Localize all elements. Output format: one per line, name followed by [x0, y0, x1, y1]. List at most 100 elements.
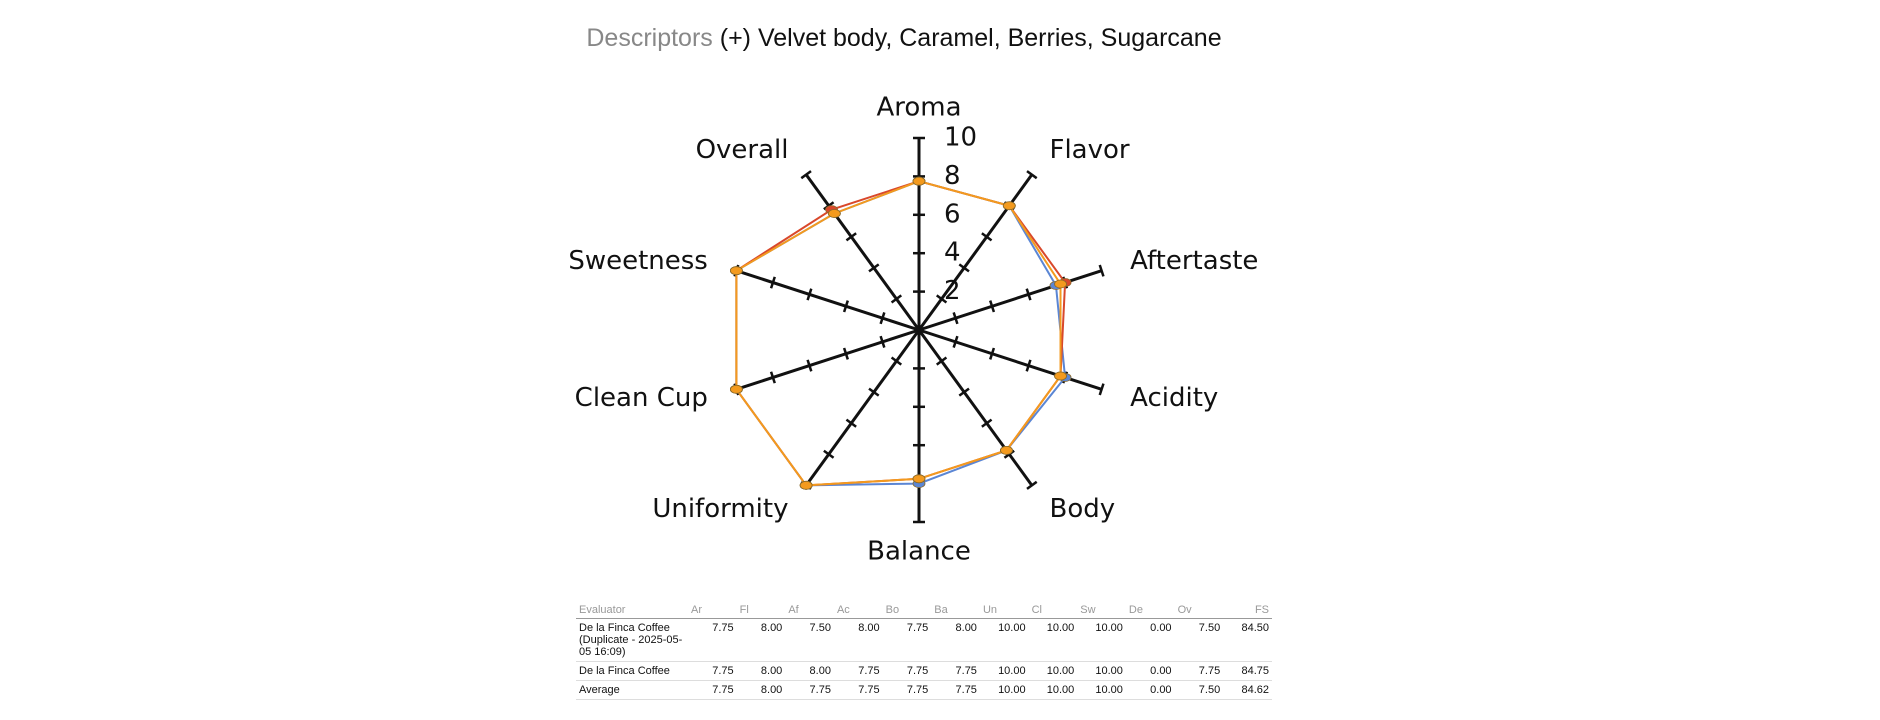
- axis-line: [804, 173, 921, 331]
- column-header: Un: [979, 602, 1029, 619]
- r-tick-label: 6: [944, 199, 961, 229]
- score-cell: 0.00: [1125, 618, 1175, 662]
- score-cell: 0.00: [1125, 661, 1175, 681]
- axis-line: [918, 328, 1103, 391]
- tick-mark: [806, 288, 813, 301]
- tick-mark: [1026, 170, 1038, 180]
- axis-line: [917, 329, 1034, 487]
- axis-label: Aftertaste: [1130, 246, 1258, 276]
- descriptors-text: (+) Velvet body, Caramel, Berries, Sugar…: [719, 24, 1222, 52]
- tick-mark: [1025, 288, 1032, 301]
- data-point: [1002, 201, 1016, 211]
- evaluator-cell: De la Finca Coffee: [576, 661, 688, 681]
- table-row: Average 7.75 8.00 7.75 7.75 7.75 7.75 10.00 10.0…: [576, 680, 1272, 700]
- score-cell: 7.75: [833, 680, 883, 700]
- tick-mark: [988, 347, 996, 360]
- axis-label: Uniformity: [652, 494, 788, 524]
- score-table: Evaluator Ar Fl Af Ac Bo Ba Un Cl Sw De Ov FS De la …: [576, 602, 1272, 700]
- score-cell: 10.00: [979, 680, 1029, 700]
- tick-mark: [800, 170, 812, 180]
- data-point: [1000, 445, 1013, 455]
- score-cell: 10.00: [1077, 661, 1126, 681]
- score-cell: 8.00: [736, 680, 786, 700]
- radar-chart: Aroma Flavor Aftertaste Acidity Body Balance U…: [568, 93, 1258, 567]
- axis-line: [735, 269, 920, 332]
- column-header: Ac: [833, 602, 883, 619]
- axis-line: [917, 173, 1034, 331]
- axis-label: Acidity: [1130, 383, 1218, 413]
- column-header: Ba: [931, 602, 980, 619]
- axis-label: Sweetness: [568, 246, 708, 276]
- score-cell: 0.00: [1125, 680, 1175, 700]
- data-point: [1054, 371, 1067, 381]
- score-cell: 10.00: [979, 618, 1029, 662]
- score-cell: 7.50: [785, 618, 834, 662]
- axis-label: Clean Cup: [575, 383, 708, 413]
- data-point: [729, 266, 743, 276]
- score-cell: 84.62: [1223, 680, 1272, 700]
- column-header: De: [1125, 602, 1175, 619]
- score-cell: 8.00: [833, 618, 883, 662]
- score-cell: 8.00: [736, 618, 786, 662]
- tick-mark: [952, 312, 959, 325]
- column-header: FS: [1223, 602, 1272, 619]
- tick-mark: [769, 276, 776, 289]
- column-header: Ar: [688, 602, 737, 619]
- tick-mark: [981, 418, 993, 428]
- tick-mark: [1098, 264, 1105, 277]
- score-cell: 8.00: [785, 661, 834, 681]
- column-header: Evaluator: [576, 602, 688, 619]
- score-cell: 7.75: [882, 680, 932, 700]
- score-cell: 7.75: [688, 680, 737, 700]
- descriptors: Descriptors (+) Velvet body, Caramel, Be…: [0, 24, 1808, 53]
- tick-mark: [935, 356, 948, 366]
- score-cell: 7.50: [1174, 680, 1224, 700]
- data-point: [799, 480, 813, 490]
- axis-line: [918, 269, 1103, 332]
- data-point: [827, 209, 841, 218]
- table-row: De la Finca Coffee (Duplicate - 2025-05-…: [576, 618, 1272, 662]
- table-header: Evaluator Ar Fl Af Ac Bo Ba Un Cl Sw De Ov FS: [576, 602, 1272, 619]
- score-cell: 10.00: [1028, 680, 1078, 700]
- score-cell: 10.00: [979, 661, 1029, 681]
- score-cell: 10.00: [1077, 618, 1126, 662]
- evaluator-cell: Average: [576, 680, 688, 700]
- tick-mark: [988, 300, 996, 313]
- score-cell: 7.75: [882, 618, 932, 662]
- tick-mark: [958, 387, 970, 397]
- score-cell: 10.00: [1028, 661, 1078, 681]
- score-cell: 7.75: [931, 661, 980, 681]
- series-line: [735, 180, 1062, 487]
- axis-label: Balance: [867, 537, 971, 567]
- score-cell: 7.75: [931, 680, 980, 700]
- tick-mark: [845, 418, 857, 428]
- score-cell: 7.75: [1174, 661, 1224, 681]
- score-cell: 10.00: [1028, 618, 1078, 662]
- score-cell: 7.75: [882, 661, 932, 681]
- score-cell: 84.50: [1223, 618, 1272, 662]
- column-header: Cl: [1028, 602, 1078, 619]
- r-tick-label: 8: [944, 161, 961, 191]
- tick-mark: [1025, 359, 1032, 372]
- axis-label: Overall: [696, 135, 789, 165]
- axis-line: [804, 329, 921, 487]
- score-cell: 7.50: [1174, 618, 1224, 662]
- axis-label: Flavor: [1049, 135, 1129, 165]
- score-cell: 8.00: [931, 618, 980, 662]
- column-header: Af: [785, 602, 834, 619]
- column-header: Fl: [736, 602, 786, 619]
- score-cell: 10.00: [1077, 680, 1126, 700]
- r-tick-label: 10: [944, 123, 977, 153]
- score-cell: 7.75: [688, 618, 737, 662]
- tick-mark: [868, 387, 880, 397]
- tick-mark: [952, 335, 959, 348]
- tick-mark: [879, 335, 886, 348]
- r-tick-label: 4: [944, 238, 961, 268]
- r-tick-label: 2: [944, 276, 961, 306]
- score-cell: 84.75: [1223, 661, 1272, 681]
- descriptors-label: Descriptors: [586, 24, 713, 52]
- tick-mark: [958, 263, 970, 273]
- column-header: Sw: [1077, 602, 1126, 619]
- column-header: Bo: [882, 602, 932, 619]
